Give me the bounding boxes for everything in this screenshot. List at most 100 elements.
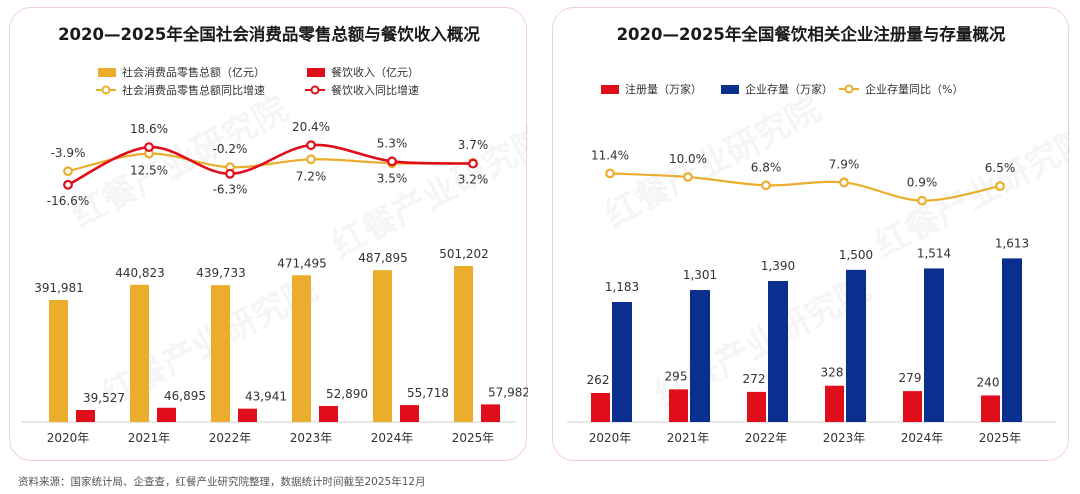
watermark-text: 红餐产业研究院 [95,269,324,416]
right-chart-svg: 红餐产业研究院 红餐产业研究院红餐产业研究院2020—2025年全国餐饮相关企业注… [567,24,1070,445]
catering-revenue-data-label: 55,718 [407,386,449,400]
stock-growth-data-label: 7.9% [829,157,860,171]
catering-growth-marker [387,156,397,167]
enterprise-stock-bar [612,302,632,422]
stock-growth-data-label: 6.8% [751,160,782,174]
retail-total-bar [130,284,149,422]
retail-total-bar [49,300,68,422]
retail-growth-data-label: 3.5% [377,171,408,185]
legend-catering-revenue-label: 餐饮收入（亿元） [331,65,419,79]
retail-growth-data-label: 7.2% [296,169,327,183]
catering-growth-data-label: -16.6% [47,194,89,208]
registrations-data-label: 328 [821,366,844,380]
registrations-data-label: 262 [587,373,610,387]
stock-growth-data-label: 0.9% [907,176,938,190]
stock-growth-marker [761,180,771,191]
catering-revenue-bar [481,404,500,422]
watermark-text: 红餐产业研究院 [325,119,528,266]
catering-revenue-bar [400,405,419,422]
right-chart-title: 2020—2025年全国餐饮相关企业注册量与存量概况 [617,24,1006,44]
stock-growth-marker [605,168,615,179]
catering-growth-data-label: 3.2% [458,173,489,187]
retail-total-data-label: 501,202 [439,247,489,261]
right-x-tick-label: 2025年 [979,431,1022,445]
enterprise-stock-data-label: 1,390 [761,259,795,273]
enterprise-stock-bar [690,290,710,422]
registrations-data-label: 295 [665,369,688,383]
retail-total-data-label: 391,981 [34,281,84,295]
catering-revenue-bar [76,410,95,422]
retail-total-bar [211,285,230,422]
left-x-tick-label: 2022年 [209,431,252,445]
catering-revenue-bar [238,408,257,422]
catering-growth-data-label: 5.3% [377,136,408,150]
catering-growth-marker [468,158,478,169]
enterprise-stock-bar [768,281,788,422]
legend-retail-growth-label: 社会消费品零售总额同比增速 [122,83,265,97]
registrations-data-label: 240 [977,375,1000,389]
catering-revenue-data-label: 39,527 [83,391,125,405]
right-x-tick-label: 2023年 [823,431,866,445]
catering-growth-marker [225,168,235,179]
legend-catering-growth-label: 餐饮收入同比增速 [331,83,419,97]
legend-enterprise-stock-swatch [721,85,739,94]
catering-revenue-data-label: 57,982 [488,385,528,399]
catering-growth-line [67,143,474,186]
stock-growth-line [609,172,1001,202]
registrations-bar [825,385,844,422]
source-footnote: 资料来源：国家统计局、企查查，红餐产业研究院整理，数据统计时间截至2025年12… [18,476,426,488]
registrations-data-label: 272 [743,372,766,386]
right-x-tick-label: 2022年 [745,431,788,445]
enterprise-stock-bar [846,269,866,422]
left-chart-title: 2020—2025年全国社会消费品零售总额与餐饮收入概况 [58,24,480,44]
stock-growth-data-label: 10.0% [669,152,707,166]
retail-growth-marker [306,154,316,165]
left-x-tick-label: 2020年 [47,431,90,445]
right-x-tick-label: 2020年 [589,431,632,445]
stock-growth-data-label: 6.5% [985,161,1016,175]
retail-growth-data-label: -3.9% [51,146,86,160]
legend-registrations-swatch [601,85,619,94]
left-x-tick-label: 2025年 [452,431,495,445]
catering-revenue-bar [319,405,338,422]
legend-stock-growth-swatch-marker [844,84,854,94]
retail-total-data-label: 471,495 [277,256,327,270]
retail-growth-marker [63,166,73,177]
legend-retail-total-swatch [98,68,116,77]
enterprise-stock-data-label: 1,514 [917,246,951,260]
legend-retail-growth-swatch-marker [101,85,111,95]
stock-growth-marker [683,172,693,182]
registrations-bar [747,391,766,422]
retail-total-bar [373,270,392,422]
retail-growth-data-label: -0.2% [213,142,248,156]
legend-stock-growth-label: 企业存量同比（%） [865,82,963,96]
stock-growth-marker [839,177,849,188]
registrations-data-label: 279 [899,371,922,385]
catering-growth-data-label: 20.4% [292,120,330,134]
registrations-bar [591,393,610,422]
watermark-text: 红餐产业研究院 [868,119,1070,266]
retail-total-data-label: 440,823 [115,266,165,280]
registrations-bar [903,391,922,422]
catering-growth-data-label: -6.3% [213,183,248,197]
catering-revenue-bar [157,407,176,422]
catering-growth-marker [144,142,154,152]
left-chart-svg: 红餐产业研究院 红餐产业研究院红餐产业研究院2020—2025年全国社会消费品零售… [22,24,528,445]
left-x-tick-label: 2023年 [290,431,333,445]
registrations-bar [981,395,1000,422]
legend-registrations-label: 注册量（万家） [625,82,702,96]
retail-growth-data-label: 12.5% [130,164,168,178]
enterprise-stock-data-label: 1,301 [683,268,717,282]
legend-retail-total-label: 社会消费品零售总额（亿元） [122,65,265,79]
legend-catering-growth-swatch-marker [310,85,320,95]
enterprise-stock-data-label: 1,183 [605,280,639,294]
retail-total-data-label: 487,895 [358,251,408,265]
catering-revenue-data-label: 43,941 [245,390,287,404]
left-x-tick-label: 2024年 [371,431,414,445]
right-x-tick-label: 2024年 [901,431,944,445]
retail-growth-data-label: 3.7% [458,138,489,152]
legend-enterprise-stock-label: 企业存量（万家） [745,82,833,96]
retail-total-bar [454,266,473,422]
catering-growth-data-label: 18.6% [130,122,168,136]
catering-growth-marker [63,179,73,190]
